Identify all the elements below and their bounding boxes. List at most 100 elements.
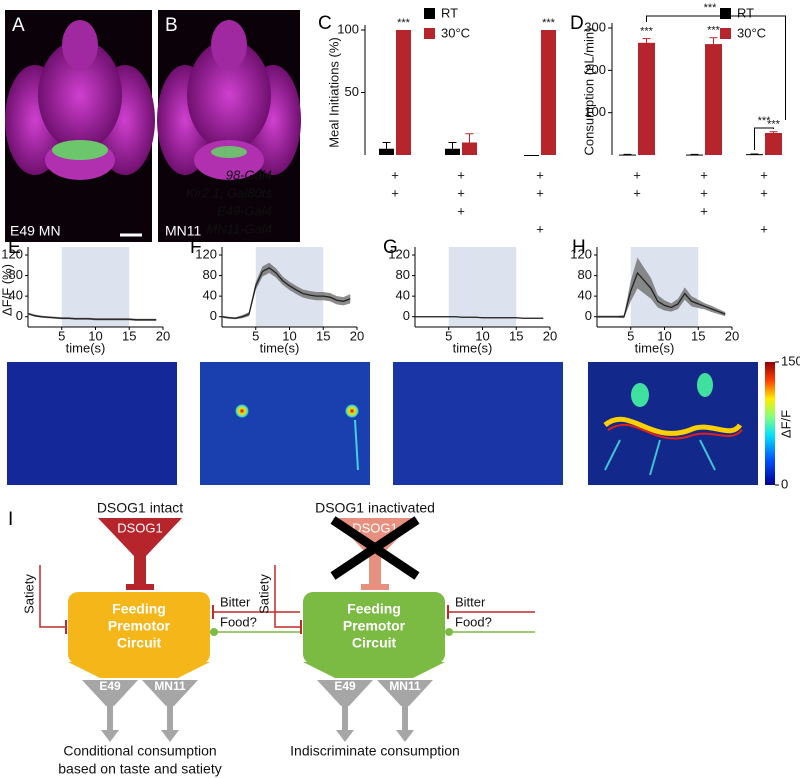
scheme-caption: Indiscriminate consumption — [290, 743, 460, 759]
x-tick-label: 20 — [156, 328, 170, 343]
circuit-label: Premotor — [343, 618, 406, 634]
food-terminal — [210, 628, 218, 636]
legend-label: 30°C — [737, 25, 766, 40]
y-tick-label: 40 — [578, 288, 592, 303]
input-label: Food? — [455, 614, 492, 629]
legend-swatch — [424, 28, 435, 39]
y-tick-label: 80 — [578, 267, 592, 282]
genotype-cell: + — [633, 167, 641, 182]
output-arrow — [161, 705, 179, 742]
x-tick-label: 10 — [282, 328, 296, 343]
x-tick-label: 15 — [691, 328, 705, 343]
bar — [445, 148, 460, 155]
panel-label: D — [570, 13, 584, 34]
x-tick-label: 5 — [252, 328, 259, 343]
bar — [746, 154, 763, 156]
x-tick-label: 15 — [509, 328, 523, 343]
error-bar — [465, 133, 474, 143]
error-bar — [642, 38, 651, 43]
genotype-cell: + — [457, 167, 465, 182]
stimulus-window — [61, 247, 130, 327]
significance-label: *** — [542, 17, 556, 29]
circuit-label: Feeding — [112, 601, 166, 617]
y-tick-label: 40 — [203, 288, 217, 303]
satiety-input — [39, 565, 66, 628]
y-axis-label: ΔF/F (%) — [0, 264, 14, 316]
genotype-cell: + — [536, 167, 544, 182]
bar — [686, 154, 703, 156]
x-axis-label: time(s) — [453, 340, 493, 355]
panel-label: I — [8, 509, 13, 530]
y-axis-label: Meal Initiations (%) — [326, 37, 341, 148]
genotype-cell: + — [760, 167, 768, 182]
x-tick-label: 15 — [316, 328, 330, 343]
bar — [379, 148, 394, 155]
bar — [396, 30, 411, 155]
legend-label: RT — [441, 5, 458, 20]
y-tick-label: 0 — [585, 308, 592, 323]
bar — [462, 142, 477, 155]
colorbar-label: ΔF/F — [778, 410, 793, 438]
circuit-label: Premotor — [108, 618, 171, 634]
error-band — [597, 257, 726, 319]
legend-swatch — [424, 8, 435, 19]
satiety-input — [274, 565, 301, 628]
trace-line — [415, 316, 544, 319]
trace-line — [597, 271, 726, 318]
y-tick-label: 80 — [203, 267, 217, 282]
calcium-images — [7, 362, 758, 485]
significance-bracket — [646, 15, 786, 120]
inactivation-cross — [330, 516, 420, 580]
genotype-cell: + — [700, 185, 708, 200]
y-tick-label: 120 — [570, 246, 592, 261]
panel-label: E — [8, 237, 21, 258]
y-tick-label: 50 — [345, 84, 359, 99]
colorbar-tick-label: 150 — [781, 353, 800, 368]
scheme-caption: based on taste and satiety — [58, 761, 221, 777]
genotype-label: Kir2.1, Gal80ts — [186, 185, 272, 200]
y-tick-label: 120 — [195, 246, 217, 261]
y-tick-label: 0 — [16, 308, 23, 323]
colorbar-tick-label: 0 — [781, 476, 788, 491]
scheme-title: DSOG1 intact — [97, 500, 183, 516]
genotype-cell: + — [457, 185, 465, 200]
y-axis-label: Consumption (nL/min) — [581, 28, 596, 156]
circuit-output — [68, 662, 210, 678]
panel-label: F — [190, 237, 202, 258]
significance-label: *** — [707, 25, 721, 37]
genotype-label: 98-Gal4 — [226, 167, 272, 182]
y-tick-label: 40 — [9, 288, 23, 303]
neuron-label: DSOG1 — [117, 520, 163, 535]
circuit-label: Circuit — [117, 635, 162, 651]
stimulus-window — [448, 247, 517, 327]
genotype-cell: + — [536, 185, 544, 200]
panel-label: C — [318, 13, 332, 34]
image-b — [157, 10, 301, 242]
food-terminal — [445, 628, 453, 636]
x-tick-label: 15 — [122, 328, 136, 343]
genotype-cell: + — [700, 167, 708, 182]
y-tick-label: 0 — [210, 308, 217, 323]
panel-label: H — [572, 237, 586, 258]
genotype-cell: + — [391, 185, 399, 200]
x-tick-label: 20 — [350, 328, 364, 343]
y-tick-label: 80 — [396, 267, 410, 282]
y-tick-label: 100 — [584, 104, 606, 119]
significance-label: *** — [397, 17, 411, 29]
neuron-funnel — [98, 518, 182, 586]
output-arrow — [101, 705, 119, 742]
output-label: E49 — [334, 679, 356, 693]
legend-swatch — [720, 28, 731, 39]
y-tick-label: 120 — [1, 246, 23, 261]
colorbar — [765, 362, 775, 485]
x-tick-label: 10 — [88, 328, 102, 343]
genotype-cell: + — [633, 185, 641, 200]
genotype-cell: + — [760, 221, 768, 236]
genotype-label: MN11-Gal4 — [206, 221, 272, 236]
circuit-label: Feeding — [347, 601, 401, 617]
scheme-title: DSOG1 inactivated — [315, 500, 435, 516]
output-label: MN11 — [389, 679, 421, 693]
panel-label: B — [165, 15, 178, 36]
neuron-label: DSOG1 — [352, 520, 398, 535]
